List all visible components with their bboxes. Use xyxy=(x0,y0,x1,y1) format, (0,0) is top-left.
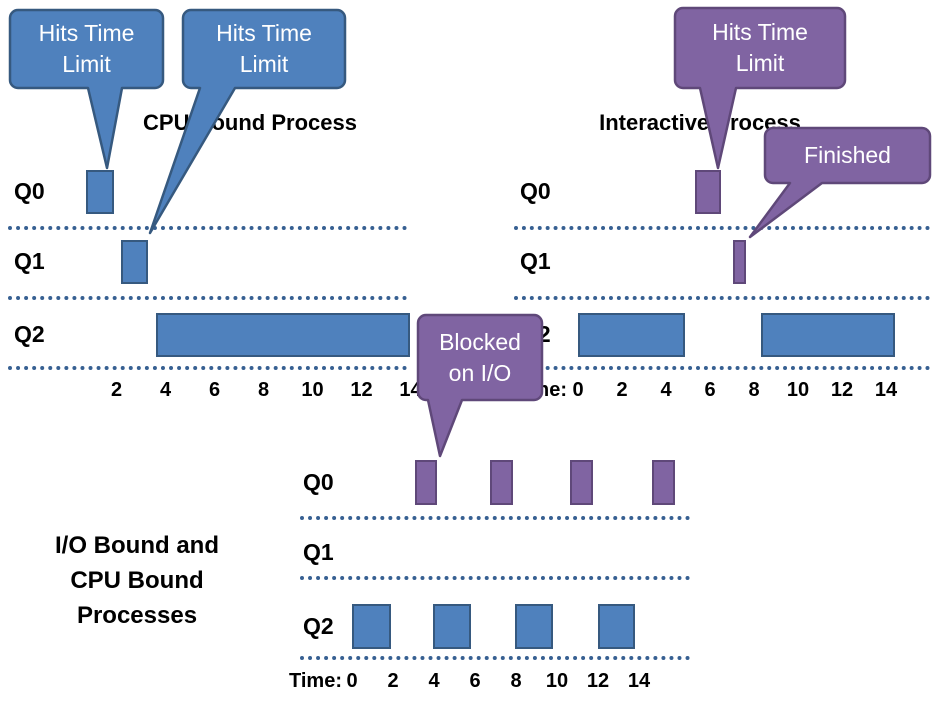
callout-bubble-blocked-on-io xyxy=(416,313,544,458)
queue-divider-dotted-line xyxy=(8,366,407,370)
queue-label-q0: Q0 xyxy=(14,178,45,204)
process-bar-blue xyxy=(432,604,471,649)
time-axis-label: Time: xyxy=(289,670,342,692)
process-bar-blue xyxy=(578,313,685,357)
queue-divider-dotted-line xyxy=(8,296,407,300)
time-tick: 12 xyxy=(586,670,610,692)
queue-divider-dotted-line xyxy=(300,576,690,580)
time-tick: 6 xyxy=(208,379,221,401)
queue-divider-dotted-line xyxy=(8,226,407,230)
time-tick: 0 xyxy=(346,670,358,692)
time-tick: 6 xyxy=(469,670,481,692)
time-tick: 10 xyxy=(786,379,810,401)
time-tick: 14 xyxy=(399,379,422,401)
process-bar-purple xyxy=(733,240,746,284)
process-bar-blue xyxy=(155,313,411,357)
callout-bubble-hits-time-limit-2 xyxy=(148,8,347,235)
time-tick: 10 xyxy=(545,670,569,692)
process-bar-blue xyxy=(121,240,149,284)
queue-label-q1: Q1 xyxy=(303,538,334,565)
time-tick: 12 xyxy=(350,379,373,401)
io-bound-chart-side-label-line: I/O Bound and xyxy=(55,532,219,559)
time-tick: 8 xyxy=(510,670,522,692)
time-tick: 4 xyxy=(159,379,172,401)
time-tick: 4 xyxy=(660,379,672,401)
queue-divider-dotted-line xyxy=(300,656,690,660)
time-tick: 14 xyxy=(627,670,651,692)
queue-divider-dotted-line xyxy=(514,296,930,300)
time-tick: 4 xyxy=(428,670,440,692)
time-tick: 14 xyxy=(874,379,898,401)
process-bar-blue xyxy=(598,604,635,649)
process-bar-blue xyxy=(85,170,115,214)
queue-label-q2: Q2 xyxy=(303,612,334,639)
queue-divider-dotted-line xyxy=(514,366,930,370)
callout-bubble-hits-time-limit-3 xyxy=(673,6,847,170)
process-bar-blue xyxy=(352,604,391,649)
io-bound-chart-side-label: I/O Bound and CPU Bound Processes xyxy=(0,528,274,633)
queue-divider-dotted-line xyxy=(514,226,930,230)
process-bar-blue xyxy=(760,313,895,357)
queue-label-q0: Q0 xyxy=(520,178,551,204)
time-tick: 6 xyxy=(704,379,716,401)
io-bound-chart-side-label-line: CPU Bound xyxy=(70,567,204,594)
io-bound-chart-side-label-line: Processes xyxy=(76,602,198,629)
process-bar-purple xyxy=(414,460,438,505)
time-tick: 2 xyxy=(387,670,399,692)
process-bar-purple xyxy=(652,460,675,505)
time-tick: 0 xyxy=(572,379,584,401)
process-bar-purple xyxy=(490,460,513,505)
callout-bubble-finished xyxy=(748,126,932,239)
callout-bubble-hits-time-limit-1 xyxy=(8,8,165,170)
time-tick: 2 xyxy=(616,379,628,401)
time-tick: 12 xyxy=(830,379,854,401)
queue-label-q0: Q0 xyxy=(303,468,334,495)
process-bar-blue xyxy=(514,604,553,649)
process-bar-purple xyxy=(570,460,593,505)
queue-label-q2: Q2 xyxy=(14,321,45,347)
process-bar-purple xyxy=(694,170,721,214)
queue-divider-dotted-line xyxy=(300,516,690,520)
queue-label-q1: Q1 xyxy=(520,248,551,274)
time-tick: 10 xyxy=(301,379,324,401)
time-tick: 2 xyxy=(110,379,123,401)
chart-title-cpu_bound: CPU Bound Process xyxy=(143,110,357,135)
time-tick: 8 xyxy=(257,379,270,401)
time-tick: 8 xyxy=(748,379,760,401)
queue-label-q1: Q1 xyxy=(14,248,45,274)
